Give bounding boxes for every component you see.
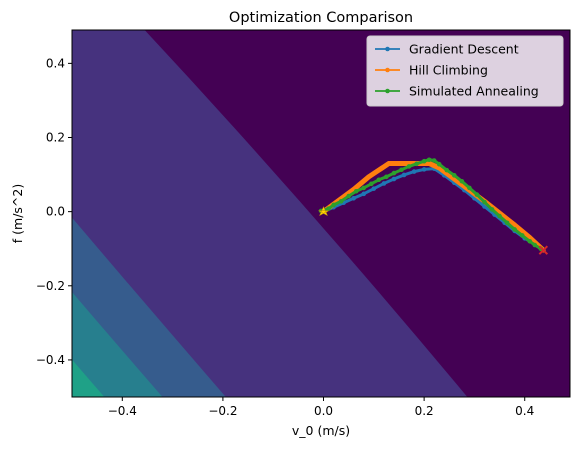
series-point <box>391 176 397 182</box>
series-point <box>401 161 407 166</box>
legend: Gradient Descent Hill Climbing Simulated A… <box>366 35 564 107</box>
series-point <box>519 233 525 238</box>
series-point <box>414 161 419 167</box>
chart-title: Optimization Comparison <box>229 10 413 26</box>
series-point <box>532 242 538 248</box>
y-tick-label: 0.0 <box>46 205 65 219</box>
legend-label: Hill Climbing <box>409 63 488 78</box>
series-point <box>369 181 374 187</box>
series-point <box>421 167 427 172</box>
series-line <box>322 160 546 253</box>
plot-frame <box>71 29 571 398</box>
y-tick-label: −0.4 <box>36 353 65 367</box>
series-point <box>371 186 377 191</box>
series-point <box>467 185 472 191</box>
series-point <box>452 173 457 178</box>
series-point <box>351 196 356 201</box>
series-point <box>497 213 502 219</box>
legend-swatch-marker <box>385 67 390 73</box>
series-point <box>338 198 344 204</box>
series-lines <box>317 157 549 255</box>
series-point <box>361 191 367 197</box>
series-point <box>346 193 351 199</box>
series-point <box>474 192 480 197</box>
y-tick-label: −0.2 <box>36 279 65 293</box>
series-point <box>444 167 450 173</box>
x-tick-label: −0.4 <box>108 404 137 418</box>
series-point <box>381 181 387 186</box>
y-axis-label: f (m/s^2) <box>10 184 25 243</box>
legend-label: Simulated Annealing <box>409 84 539 99</box>
y-axis: −0.4 −0.2 0.0 0.2 0.4 <box>36 56 72 367</box>
series-point <box>326 206 331 211</box>
series-point <box>436 161 442 167</box>
series-point <box>331 202 336 208</box>
series-point <box>426 161 432 166</box>
series-point <box>411 169 417 174</box>
legend-swatch-marker <box>385 46 390 52</box>
series-point <box>361 185 367 191</box>
x-axis: −0.4 −0.2 0.0 0.2 0.4 <box>108 397 534 418</box>
x-tick-label: 0.2 <box>415 404 434 418</box>
series-point <box>504 220 510 226</box>
series-point <box>401 172 407 178</box>
legend-swatch-marker <box>385 88 390 94</box>
series-point <box>459 178 465 184</box>
x-tick-label: −0.2 <box>208 404 237 418</box>
y-tick-label: 0.2 <box>46 131 65 145</box>
contour-level-3 <box>72 291 163 397</box>
series-point <box>399 167 404 173</box>
legend-box <box>366 35 564 107</box>
end-marker <box>538 245 549 255</box>
x-tick-label: 0.0 <box>314 404 333 418</box>
series-point <box>406 164 412 169</box>
series-point <box>431 158 437 163</box>
series-point <box>512 222 517 228</box>
series-point <box>421 158 427 164</box>
series-point <box>391 170 397 176</box>
series-point <box>527 239 533 244</box>
series-point <box>353 188 359 194</box>
series-point <box>386 161 392 166</box>
series-point <box>366 174 372 180</box>
series-point <box>482 199 487 205</box>
series-point <box>376 177 382 183</box>
series-point <box>512 227 517 232</box>
contour-level-1 <box>72 30 468 397</box>
series-point <box>384 174 389 180</box>
legend-label: Gradient Descent <box>409 42 519 57</box>
series-point <box>426 157 432 163</box>
series-point <box>489 207 495 212</box>
x-axis-label: v_0 (m/s) <box>292 423 350 438</box>
y-tick-label: 0.4 <box>46 56 65 70</box>
contour-level-4 <box>72 359 105 397</box>
x-tick-label: 0.4 <box>515 404 534 418</box>
start-marker <box>317 206 330 217</box>
